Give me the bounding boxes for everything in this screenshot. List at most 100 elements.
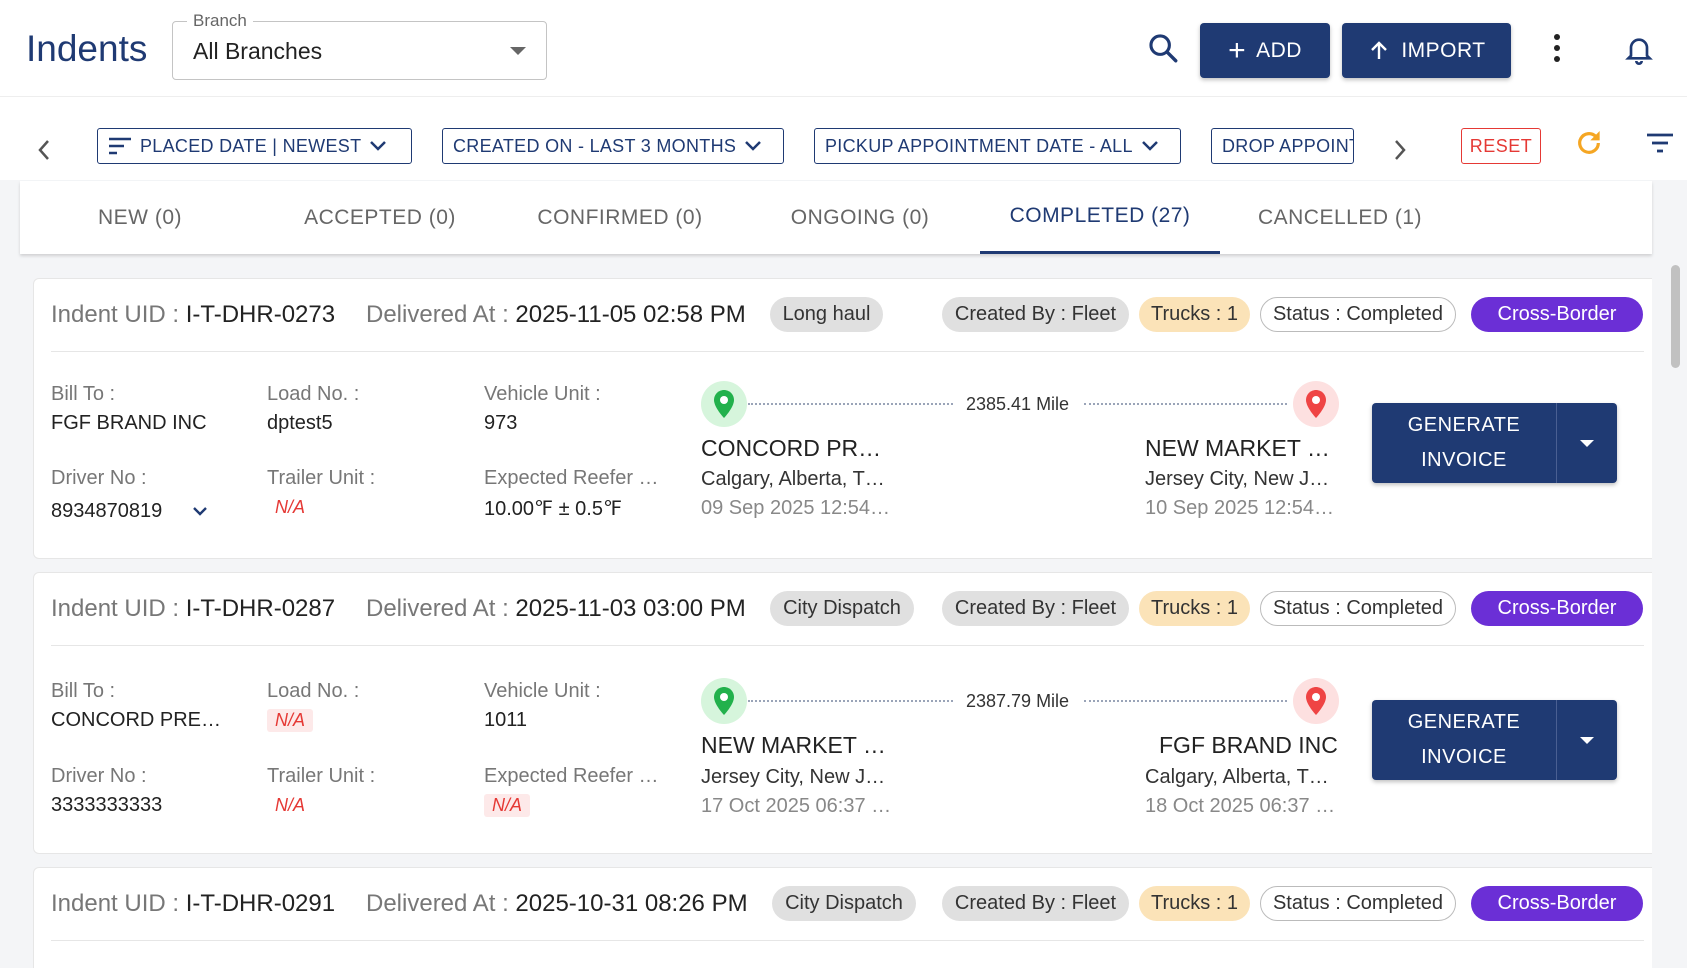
caret-down-icon — [510, 47, 526, 55]
filter-chip-created-on[interactable]: CREATED ON - LAST 3 MONTHS — [442, 128, 784, 164]
chip-label: PICKUP APPOINTMENT DATE - ALL — [825, 135, 1133, 156]
created-by-badge: Created By : Fleet — [942, 886, 1129, 921]
chevron-down-icon — [192, 507, 207, 516]
branch-select-value: All Branches — [193, 38, 323, 64]
route-distance: 2385.41 Mile — [966, 394, 1070, 414]
indent-card[interactable]: Indent UID : I-T-DHR-0273 Delivered At :… — [33, 278, 1652, 559]
bill-to-field: Bill To : CONCORD PRE… — [51, 680, 222, 731]
vehicle-unit-field: Vehicle Unit :973 — [484, 383, 601, 434]
divider — [51, 351, 1644, 352]
chip-label: DROP APPOINTMENT DATE - ALL — [1222, 135, 1353, 156]
delivered-at: Delivered At : 2025-11-03 03:00 PM — [366, 595, 746, 622]
destination-name: FGF BRAND INC — [1159, 732, 1338, 758]
indent-uid: Indent UID : I-T-DHR-0273 — [51, 301, 336, 328]
generate-invoice-split-button: GENERATE INVOICE — [1372, 700, 1617, 780]
scroll-left-button[interactable] — [36, 137, 52, 168]
status-badge: Status : Completed — [1260, 591, 1456, 626]
destination-time: 10 Sep 2025 12:54… — [1145, 497, 1335, 519]
tab-cancelled[interactable]: CANCELLED (1) — [1257, 205, 1423, 229]
delivered-at: Delivered At : 2025-11-05 02:58 PM — [366, 301, 746, 328]
origin-city: Calgary, Alberta, T… — [701, 468, 885, 490]
bell-icon — [1625, 38, 1653, 65]
tab-completed[interactable]: COMPLETED (27) — [980, 181, 1220, 254]
trucks-badge: Trucks : 1 — [1139, 591, 1250, 626]
indent-type-badge: City Dispatch — [770, 591, 914, 626]
refresh-button[interactable] — [1573, 127, 1607, 161]
route-line — [748, 403, 953, 405]
status-tabs: NEW (0) ACCEPTED (0) CONFIRMED (0) ONGOI… — [20, 181, 1652, 254]
created-by-badge: Created By : Fleet — [942, 591, 1129, 626]
card-header: Indent UID : I-T-DHR-0291 Delivered At :… — [34, 868, 1652, 940]
chevron-right-icon — [1395, 140, 1406, 160]
generate-invoice-split-button: GENERATE INVOICE — [1372, 403, 1617, 483]
tab-new[interactable]: NEW (0) — [98, 205, 182, 229]
sort-icon — [109, 137, 131, 155]
indent-card[interactable]: Indent UID : I-T-DHR-0291 Delivered At :… — [33, 867, 1652, 968]
import-button[interactable]: IMPORT — [1342, 23, 1511, 78]
filter-chip-drop-date[interactable]: DROP APPOINTMENT DATE - ALL — [1211, 128, 1354, 164]
add-button[interactable]: + ADD — [1200, 23, 1330, 78]
page-title: Indents — [26, 28, 148, 69]
destination-pin-icon — [1293, 381, 1339, 427]
tab-ongoing[interactable]: ONGOING (0) — [790, 205, 930, 229]
destination-time: 18 Oct 2025 06:37 … — [1145, 795, 1336, 817]
top-bar: Indents Branch All Branches + ADD IMPORT — [0, 0, 1687, 96]
filter-bar: PLACED DATE | NEWEST CREATED ON - LAST 3… — [0, 96, 1687, 180]
reefer-field: Expected Reefer … N/A — [484, 765, 659, 817]
chip-label: CREATED ON - LAST 3 MONTHS — [453, 135, 737, 156]
list-scrollbar[interactable] — [1671, 265, 1680, 368]
chevron-down-icon — [1141, 141, 1158, 151]
cross-border-badge: Cross-Border — [1471, 591, 1643, 626]
route-distance: 2387.79 Mile — [966, 691, 1070, 711]
indent-list: Indent UID : I-T-DHR-0273 Delivered At :… — [20, 262, 1652, 968]
tab-confirmed[interactable]: CONFIRMED (0) — [537, 205, 703, 229]
origin-city: Jersey City, New J… — [701, 766, 886, 788]
status-badge: Status : Completed — [1260, 297, 1456, 332]
refresh-icon — [1578, 131, 1600, 154]
trailer-unit-field: Trailer Unit : N/A — [267, 765, 376, 815]
chevron-down-icon — [370, 141, 387, 151]
status-badge: Status : Completed — [1260, 886, 1456, 921]
vehicle-unit-field: Vehicle Unit :1011 — [484, 680, 601, 731]
generate-invoice-menu-button[interactable] — [1557, 700, 1617, 780]
card-header: Indent UID : I-T-DHR-0287 Delivered At :… — [34, 573, 1652, 645]
created-by-badge: Created By : Fleet — [942, 297, 1129, 332]
route-line — [748, 700, 953, 702]
delivered-at: Delivered At : 2025-10-31 08:26 PM — [366, 890, 748, 917]
scroll-right-button[interactable] — [1392, 137, 1408, 168]
search-icon — [1149, 34, 1178, 63]
indent-type-badge: Long haul — [770, 297, 883, 332]
chip-label: PLACED DATE | NEWEST — [140, 135, 362, 156]
route-line — [1084, 403, 1287, 405]
na-value: N/A — [484, 794, 531, 817]
indent-card[interactable]: Indent UID : I-T-DHR-0287 Delivered At :… — [33, 572, 1652, 854]
filter-chip-pickup-date[interactable]: PICKUP APPOINTMENT DATE - ALL — [814, 128, 1181, 164]
filter-button[interactable] — [1645, 131, 1675, 161]
sort-chip-placed-date[interactable]: PLACED DATE | NEWEST — [97, 128, 412, 164]
more-vert-icon — [1554, 34, 1560, 40]
branch-select[interactable]: Branch All Branches — [172, 11, 547, 80]
trailer-unit-field: Trailer Unit : N/A — [267, 467, 376, 517]
divider — [51, 645, 1644, 646]
arrow-up-icon — [1371, 40, 1388, 59]
generate-invoice-menu-button[interactable] — [1557, 403, 1617, 483]
na-value: N/A — [267, 709, 314, 732]
indent-type-badge: City Dispatch — [772, 886, 916, 921]
driver-no-field: Driver No :3333333333 — [51, 765, 163, 816]
filter-list-icon — [1647, 133, 1673, 153]
tab-accepted[interactable]: ACCEPTED (0) — [304, 205, 456, 229]
notifications-button[interactable] — [1623, 32, 1655, 66]
search-button[interactable] — [1146, 31, 1180, 65]
reset-button[interactable]: RESET — [1461, 128, 1541, 164]
divider — [51, 940, 1644, 941]
generate-invoice-button[interactable]: GENERATE INVOICE — [1372, 403, 1557, 483]
more-options-button[interactable] — [1552, 34, 1562, 64]
generate-invoice-button[interactable]: GENERATE INVOICE — [1372, 700, 1557, 780]
bill-to-field: Bill To : FGF BRAND INC — [51, 383, 207, 434]
cross-border-badge: Cross-Border — [1471, 297, 1643, 332]
add-button-label: ADD — [1256, 38, 1302, 62]
driver-expand-button[interactable] — [192, 500, 208, 523]
indent-uid: Indent UID : I-T-DHR-0291 — [51, 890, 336, 917]
destination-city: Calgary, Alberta, T… — [1145, 766, 1329, 788]
load-no-field: Load No. : N/A — [267, 680, 360, 732]
